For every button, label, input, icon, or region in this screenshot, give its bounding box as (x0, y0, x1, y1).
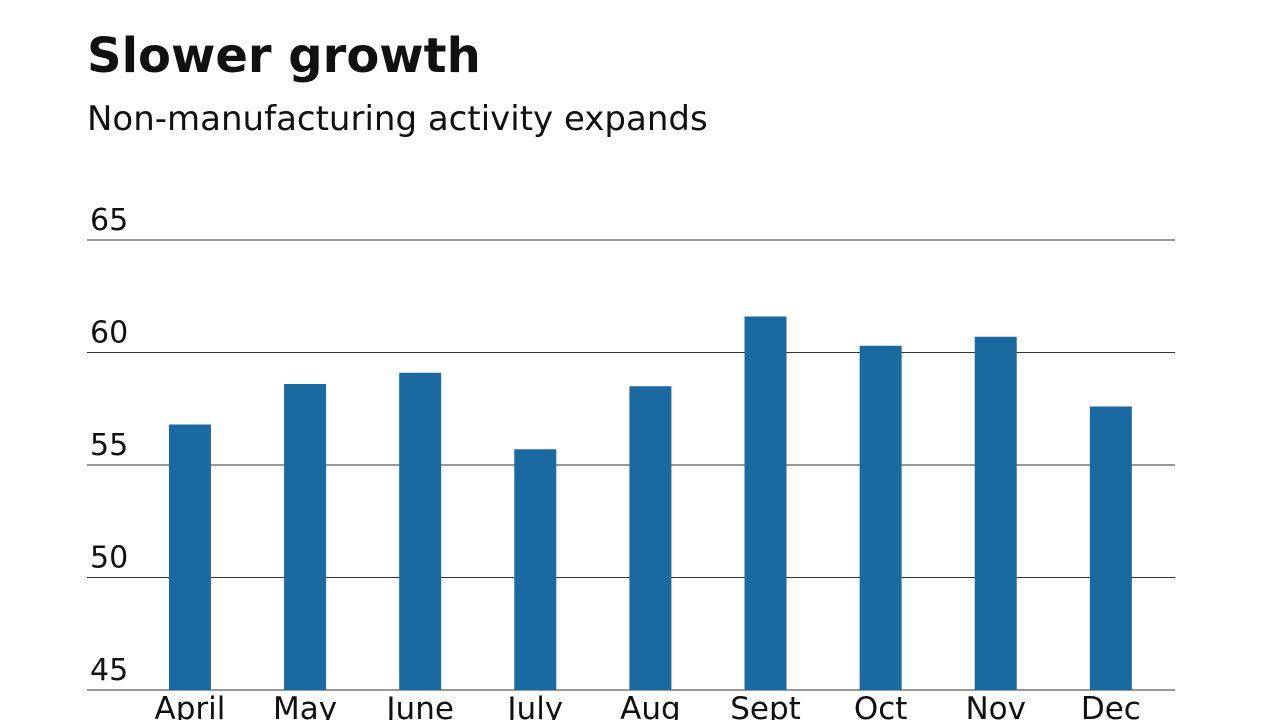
bar (514, 449, 557, 690)
bar (168, 424, 211, 690)
x-tick-label: Aug (620, 691, 681, 720)
y-tick-label: 55 (90, 428, 128, 463)
bar (859, 345, 902, 690)
y-tick-label: 50 (90, 541, 128, 576)
chart-subtitle: Non-manufacturing activity expands (87, 99, 708, 139)
x-tick-label: May (273, 691, 337, 720)
bar (284, 384, 327, 690)
bar (399, 372, 442, 690)
y-tick-label: 45 (90, 653, 128, 688)
bar (744, 316, 787, 690)
x-tick-label: Dec (1081, 691, 1141, 720)
bar (629, 386, 672, 690)
y-tick-label: 65 (90, 203, 128, 238)
bar (1089, 406, 1132, 690)
x-tick-label: Sept (730, 691, 801, 720)
x-tick-label: Oct (854, 691, 908, 720)
x-tick-label: April (155, 691, 226, 720)
bar (974, 336, 1017, 690)
x-tick-label: July (505, 691, 563, 720)
y-tick-label: 60 (90, 316, 128, 351)
x-tick-label: Nov (965, 691, 1026, 720)
x-tick-label: June (384, 691, 454, 720)
chart-title: Slower growth (87, 28, 481, 84)
